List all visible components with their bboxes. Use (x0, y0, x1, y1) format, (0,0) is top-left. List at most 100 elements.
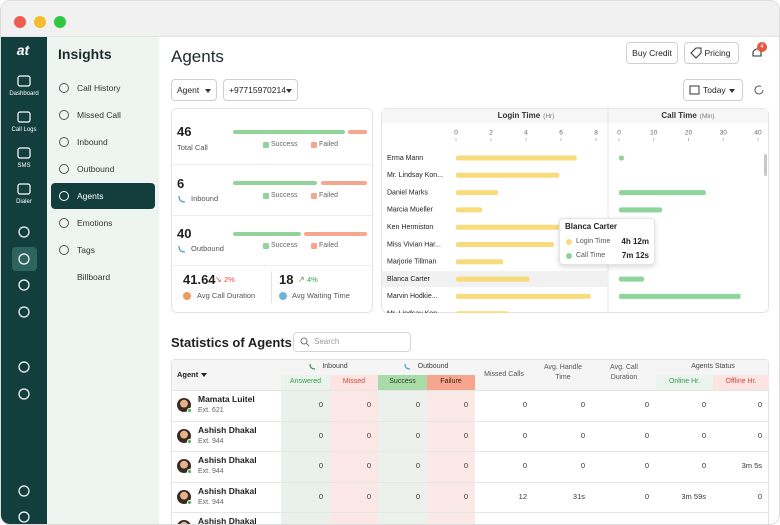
icon-part (18, 253, 30, 265)
icon-part (18, 226, 30, 238)
trend-arrow: ↗ (298, 275, 305, 284)
avatar (177, 520, 191, 524)
subheader-cell (330, 375, 378, 390)
nav-item[interactable]: Missed Call (77, 110, 121, 120)
search-placeholder[interactable]: Search (314, 337, 340, 346)
legend-swatch (263, 193, 269, 199)
icon-part (300, 337, 308, 345)
success-bar (233, 232, 301, 236)
bar (456, 242, 554, 247)
calendar-icon (689, 84, 700, 95)
bar (619, 155, 624, 161)
cell-value: 0 (415, 400, 420, 409)
column-header[interactable]: Agent (177, 370, 199, 379)
nav-item[interactable]: Inbound (77, 137, 108, 147)
chart-header (382, 109, 768, 123)
call-icon (177, 194, 187, 204)
button-label[interactable]: Pricing (704, 48, 731, 58)
row-divider (172, 481, 768, 483)
sidebar-item[interactable]: Dialer (16, 199, 32, 205)
agent-name: Ashish Dhakal (198, 516, 257, 525)
cell-value: 0 (522, 461, 527, 470)
column-header: Failure (440, 378, 462, 385)
icon-part (754, 85, 764, 95)
agent-ext: Ext. 944 (198, 468, 224, 475)
dropdown-label[interactable]: Today (703, 85, 726, 95)
icon-part (18, 511, 30, 523)
x-tick-label: 2 (489, 130, 493, 137)
row-divider (172, 512, 768, 513)
nav-item[interactable]: Emotions (77, 218, 113, 228)
row-divider (172, 390, 768, 391)
dropdown-label[interactable]: Agent (177, 85, 200, 95)
dropdown-label[interactable]: +97715970214 (229, 85, 286, 95)
metric-value: 18 (279, 272, 294, 287)
logo: at (16, 42, 30, 58)
cell-value: 0 (463, 491, 468, 501)
sidebar-icon (15, 361, 33, 373)
cell-value: 0 (580, 430, 585, 440)
divider (271, 271, 272, 303)
stat-label: Total Call (177, 143, 208, 152)
button[interactable] (626, 42, 678, 64)
x-tick-label: 0 (454, 130, 458, 137)
divider (172, 215, 372, 216)
nav-item[interactable]: Billboard (77, 272, 111, 282)
metric-label: Avg Waiting Time (292, 291, 350, 300)
dropdown[interactable] (171, 79, 217, 101)
nav-item[interactable]: Agents (77, 191, 104, 201)
bar (456, 155, 577, 161)
nav-item[interactable]: Tags (77, 245, 95, 255)
panel-unit: (Hr) (543, 113, 554, 120)
dropdown[interactable] (683, 79, 743, 101)
nav-item[interactable]: Call History (77, 83, 121, 93)
icon-part (18, 361, 30, 373)
icon-part (18, 361, 30, 373)
icon-part (17, 111, 31, 123)
search-box[interactable] (293, 332, 411, 352)
icon-part (17, 75, 31, 87)
cell-value: 0 (644, 400, 649, 409)
nav-icon (58, 244, 70, 256)
dropdown[interactable] (223, 79, 298, 101)
legend-label: Failed (319, 192, 339, 199)
metric-change: 2% (224, 275, 235, 284)
sidebar-item[interactable]: Call Logs (11, 127, 37, 133)
button-label[interactable]: Buy Credit (632, 48, 672, 58)
legend-swatch (263, 142, 269, 148)
icon-part (17, 183, 31, 195)
icon-part (59, 191, 69, 201)
cell-value: 0 (757, 430, 762, 440)
icon-part (18, 511, 30, 523)
icon-part (59, 218, 69, 228)
panel-title-text: Login Time (498, 111, 541, 120)
agent-name: Ashish Dhakal (198, 424, 257, 435)
section-title: Statistics of Agents (171, 335, 292, 350)
icon-part (18, 279, 30, 291)
icon-part (18, 253, 30, 265)
agent-ext: Ext. 944 (198, 498, 224, 506)
category-label: Mr. Lindsay Kon... (387, 311, 443, 313)
divider (172, 265, 372, 266)
column-shade (330, 390, 378, 524)
agent-name: Mamata Luitel (198, 394, 255, 404)
sidebar-icon (15, 279, 33, 291)
nav-icon (58, 82, 70, 94)
agent-name: Ashish Dhakal (198, 485, 257, 496)
sidebar-item[interactable]: Dashboard (9, 91, 39, 97)
legend-swatch (263, 243, 269, 249)
icon-part (17, 111, 31, 123)
cell-value: 12 (518, 491, 527, 501)
row-divider (172, 451, 768, 452)
panel-title: Login Time (Hr) (498, 111, 555, 120)
icon-part (59, 137, 69, 147)
nav-item[interactable]: Outbound (77, 164, 115, 174)
sidebar-item[interactable]: SMS (17, 163, 31, 169)
bar (456, 259, 504, 265)
category-label: Marjorie Tillman (387, 259, 437, 266)
icon-part (59, 83, 69, 93)
category-label: Mr. Lindsay Kon... (387, 172, 443, 179)
cell-value: 0 (463, 461, 468, 470)
category-label: Ken Hermiston (387, 224, 433, 231)
